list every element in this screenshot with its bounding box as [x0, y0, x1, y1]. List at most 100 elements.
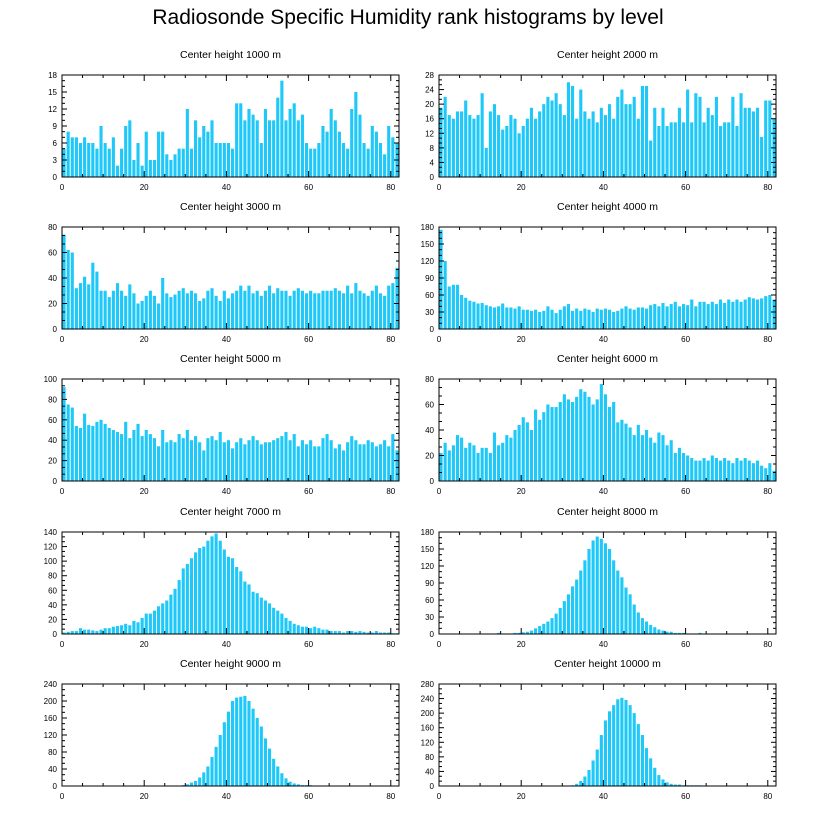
bar: [329, 290, 333, 329]
bar: [87, 143, 91, 177]
bar: [235, 697, 239, 786]
bar: [169, 297, 173, 329]
bar: [661, 779, 665, 786]
bar: [280, 436, 284, 481]
bar: [772, 299, 776, 329]
bar: [284, 120, 288, 177]
bar: [714, 96, 718, 177]
x-tick-label: 60: [681, 183, 690, 192]
bar: [624, 104, 628, 177]
y-tick-label: 60: [425, 596, 434, 605]
bar: [226, 440, 230, 481]
bar: [513, 308, 517, 329]
panel-title: Center height 9000 m: [180, 658, 281, 670]
bar: [259, 444, 263, 481]
x-tick-label: 60: [304, 487, 313, 496]
x-tick-label: 80: [763, 183, 772, 192]
bar: [189, 148, 194, 177]
bar: [325, 131, 329, 177]
x-tick-label: 80: [386, 640, 395, 649]
bar: [731, 96, 735, 177]
bar: [173, 294, 177, 329]
bar: [575, 308, 579, 329]
bar: [669, 304, 673, 329]
bar: [111, 290, 115, 329]
bar: [550, 100, 554, 177]
bar: [579, 570, 583, 634]
bar: [702, 301, 706, 329]
bar: [612, 118, 616, 177]
y-tick-label: 4: [430, 158, 435, 167]
bar: [472, 118, 476, 177]
bar: [484, 305, 488, 329]
bar: [276, 766, 280, 786]
x-tick-label: 60: [304, 640, 313, 649]
bar: [91, 425, 95, 481]
y-tick-label: 30: [425, 308, 434, 317]
bar: [214, 746, 218, 786]
bar: [214, 143, 218, 177]
bar: [492, 307, 497, 329]
bar: [202, 298, 206, 329]
bar: [562, 306, 566, 329]
bar: [677, 632, 681, 634]
bar: [226, 143, 230, 177]
bar: [214, 440, 218, 481]
bar: [144, 430, 148, 481]
bar: [206, 290, 210, 329]
x-tick-label: 60: [681, 640, 690, 649]
bar: [374, 446, 378, 481]
bar: [677, 306, 681, 329]
bar: [263, 109, 267, 177]
bar: [612, 401, 616, 481]
bar: [78, 283, 83, 329]
bar: [202, 450, 206, 481]
bar: [653, 442, 657, 481]
bar: [739, 301, 743, 329]
bar: [337, 444, 341, 481]
bar: [608, 549, 612, 634]
bar: [272, 440, 276, 481]
bar: [723, 458, 727, 481]
bar: [255, 440, 259, 481]
bar: [329, 109, 333, 177]
bar: [603, 543, 607, 634]
bar: [247, 109, 251, 177]
bar: [362, 143, 366, 177]
bar: [83, 413, 87, 481]
bar: [280, 773, 284, 786]
bar: [484, 147, 488, 177]
bar: [550, 407, 554, 481]
bar: [529, 430, 534, 481]
bar: [764, 296, 768, 329]
bar: [665, 782, 669, 786]
bar: [649, 437, 653, 481]
bar: [542, 412, 546, 481]
bar: [366, 632, 370, 634]
bar: [579, 89, 583, 177]
bar: [542, 104, 546, 177]
bar: [534, 309, 538, 329]
bar: [669, 631, 673, 634]
bar: [755, 299, 760, 329]
bar: [115, 283, 120, 329]
bar: [772, 470, 776, 481]
y-tick-label: 120: [421, 562, 435, 571]
bar: [341, 450, 346, 481]
x-tick-label: 40: [222, 792, 231, 801]
bar: [91, 262, 95, 329]
bar: [517, 306, 521, 329]
bar: [755, 107, 760, 177]
bar: [120, 434, 124, 481]
plot-frame: [438, 531, 777, 635]
bar: [152, 610, 157, 634]
bar: [636, 612, 640, 634]
bar: [677, 784, 681, 786]
bar: [259, 726, 263, 786]
x-tick-label: 20: [140, 183, 149, 192]
x-tick-label: 20: [517, 487, 526, 496]
bar: [284, 432, 288, 481]
bar: [649, 758, 653, 786]
bar: [632, 309, 636, 329]
x-tick-label: 80: [763, 640, 772, 649]
